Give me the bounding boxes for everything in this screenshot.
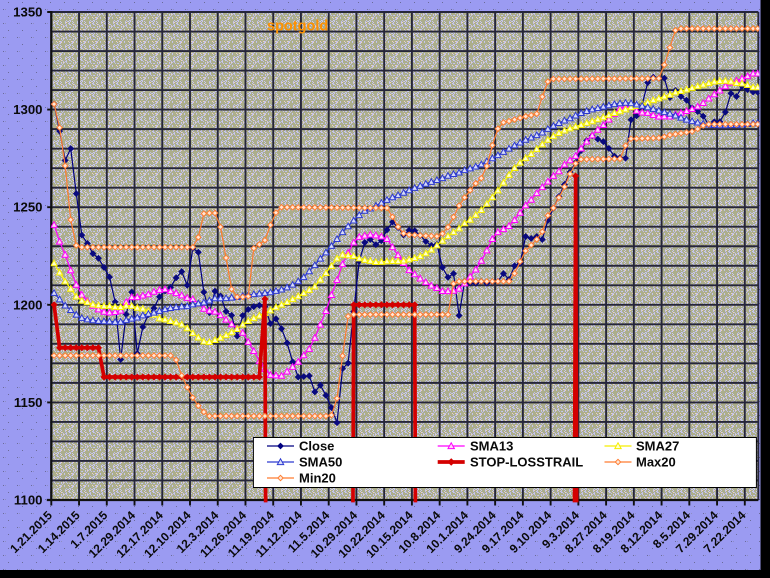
svg-text:spotgold: spotgold bbox=[267, 19, 328, 35]
svg-text:1350: 1350 bbox=[13, 5, 42, 20]
svg-text:1200: 1200 bbox=[13, 297, 42, 312]
svg-text:STOP-LOSSTRAIL: STOP-LOSSTRAIL bbox=[470, 455, 583, 470]
svg-text:1100: 1100 bbox=[14, 493, 43, 508]
svg-text:1300: 1300 bbox=[13, 102, 42, 117]
svg-text:SMA27: SMA27 bbox=[636, 439, 679, 454]
svg-text:1250: 1250 bbox=[13, 200, 42, 215]
svg-text:Close: Close bbox=[299, 439, 334, 454]
svg-text:SMA50: SMA50 bbox=[299, 455, 342, 470]
svg-text:1150: 1150 bbox=[14, 395, 43, 410]
svg-text:Max20: Max20 bbox=[636, 455, 676, 470]
svg-text:SMA13: SMA13 bbox=[470, 439, 513, 454]
svg-text:Min20: Min20 bbox=[299, 471, 336, 486]
